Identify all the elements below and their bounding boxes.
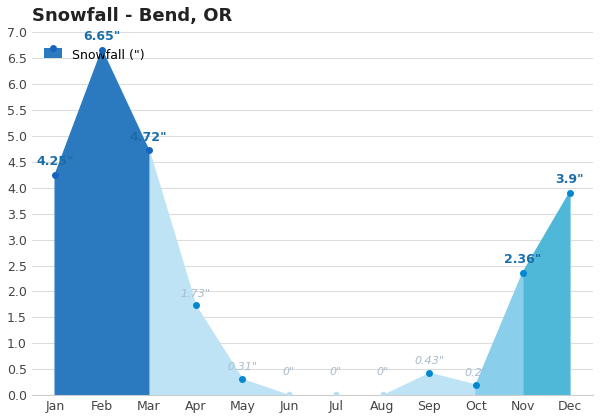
Text: 0": 0" (283, 367, 295, 377)
Text: 0": 0" (329, 367, 342, 377)
Text: 2.36": 2.36" (504, 253, 542, 266)
Polygon shape (476, 273, 523, 395)
Text: 0": 0" (376, 367, 389, 377)
Polygon shape (55, 50, 149, 395)
Legend: Snowfall ("): Snowfall (") (44, 49, 145, 62)
Text: Snowfall - Bend, OR: Snowfall - Bend, OR (32, 7, 232, 25)
Text: 0.43": 0.43" (415, 356, 445, 366)
Text: 0.31": 0.31" (227, 362, 257, 373)
Text: 6.65": 6.65" (83, 31, 121, 43)
Text: 0.2": 0.2" (464, 368, 488, 378)
Text: 3.9": 3.9" (556, 173, 584, 186)
Text: 4.25": 4.25" (37, 155, 74, 168)
Polygon shape (523, 193, 569, 395)
Text: 4.72": 4.72" (130, 131, 167, 144)
Text: 1.73": 1.73" (181, 289, 211, 299)
